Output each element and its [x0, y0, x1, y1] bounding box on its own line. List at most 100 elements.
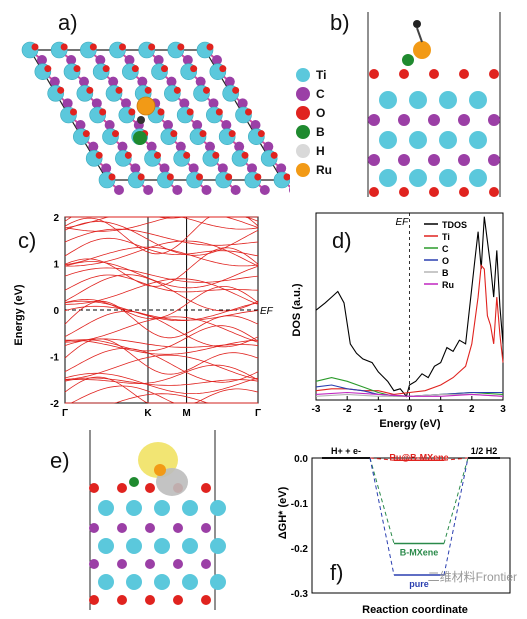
- band-line: [64, 274, 259, 293]
- x-tick-label: 1: [438, 404, 444, 415]
- oxygen-atom: [31, 43, 39, 51]
- atom-c: [398, 154, 410, 166]
- carbon-atom: [95, 55, 106, 65]
- boron-atom: [129, 477, 139, 487]
- band-line: [64, 221, 259, 256]
- atom-c: [201, 559, 211, 569]
- carbon-atom: [259, 185, 270, 195]
- oxygen-atom: [283, 173, 290, 181]
- atom-o: [201, 595, 211, 605]
- band-line: [64, 348, 259, 383]
- carbon-atom: [49, 76, 60, 87]
- band-line: [64, 216, 259, 232]
- oxygen-atom: [173, 86, 181, 94]
- carbon-atom: [212, 55, 222, 65]
- fermi-label: EF: [396, 217, 410, 228]
- carbon-atom: [37, 55, 47, 65]
- connector: [443, 457, 469, 544]
- carbon-atom: [88, 141, 99, 152]
- carbon-atom: [179, 98, 190, 109]
- legend-label: O: [442, 256, 449, 266]
- dos-chart: DOS (a.u.) Energy (eV) EF -3 -2 -1 0 1 2 3 TDOS T…: [291, 212, 506, 430]
- carbon-atom: [143, 185, 154, 195]
- carbon-atom: [166, 76, 177, 87]
- legend-label: C: [442, 244, 449, 254]
- band-line: [65, 364, 259, 385]
- atom-ti: [409, 91, 427, 109]
- oxygen-atom: [206, 43, 214, 51]
- x-tick-label: M: [182, 408, 190, 419]
- free-energy-chart: ΔGH* (eV) Reaction coordinate 0.0 -0.1 -0.…: [277, 446, 511, 616]
- atom-ti: [379, 91, 397, 109]
- atom-c: [398, 114, 410, 126]
- atom-ti: [439, 131, 457, 149]
- atom-o: [145, 483, 155, 493]
- ruthenium-atom: [154, 464, 166, 476]
- oxygen-atom: [70, 108, 77, 116]
- atom-o: [145, 595, 155, 605]
- oxygen-atom: [82, 130, 90, 138]
- band-line: [64, 325, 259, 352]
- atom-o: [89, 595, 99, 605]
- atom-c: [173, 523, 183, 533]
- dos-series-ti: [315, 264, 504, 395]
- oxygen-atom: [124, 151, 132, 159]
- oxygen-atom: [131, 65, 139, 73]
- dos-series-ru: [315, 391, 504, 397]
- atom-o: [399, 69, 409, 79]
- x-tick-label: Γ: [62, 408, 68, 419]
- oxygen-atom: [161, 65, 168, 73]
- atom-c: [89, 559, 99, 569]
- legend-swatch: [296, 87, 310, 101]
- fermi-label: EF: [260, 306, 274, 317]
- legend-swatch: [296, 68, 310, 82]
- atom-ti: [469, 91, 487, 109]
- ruthenium-atom: [413, 41, 431, 59]
- carbon-atom: [130, 163, 141, 174]
- carbon-atom: [75, 120, 86, 130]
- oxygen-atom: [257, 130, 265, 138]
- legend-item-c: C: [296, 87, 325, 101]
- band-line: [65, 240, 259, 267]
- legend-label: TDOS: [442, 220, 467, 230]
- atom-c: [201, 523, 211, 533]
- x-tick-label: -1: [374, 404, 383, 415]
- state-label: 1/2 H2: [471, 446, 498, 456]
- legend-item-ti: Ti: [296, 68, 326, 82]
- atom-c: [488, 154, 500, 166]
- carbon-atom: [146, 141, 157, 152]
- oxygen-atom: [137, 173, 145, 181]
- carbon-atom: [195, 76, 206, 87]
- band-line: [65, 393, 258, 404]
- legend-item-o: O: [296, 106, 325, 120]
- carbon-atom: [188, 163, 199, 174]
- y-tick-label: -0.2: [291, 544, 309, 555]
- oxygen-atom: [89, 43, 97, 51]
- oxygen-atom: [254, 173, 262, 181]
- atom-c: [117, 559, 127, 569]
- atom-ti: [98, 538, 114, 554]
- atom-c: [428, 154, 440, 166]
- oxygen-atom: [245, 108, 252, 116]
- connector: [369, 457, 395, 576]
- atom-c: [458, 154, 470, 166]
- legend-label: Ti: [316, 68, 327, 82]
- carbon-atom: [276, 163, 287, 174]
- legend-label: Ti: [442, 232, 450, 242]
- oxygen-atom: [196, 173, 203, 181]
- oxygen-atom: [128, 108, 136, 116]
- oxygen-atom: [199, 130, 207, 138]
- oxygen-atom: [60, 43, 68, 51]
- carbon-atom: [208, 98, 219, 109]
- connector: [443, 457, 469, 576]
- band-line: [64, 261, 259, 289]
- band-line: [64, 310, 259, 348]
- atom-o: [429, 69, 439, 79]
- oxygen-atom: [190, 65, 198, 73]
- top-view-structure: [21, 41, 290, 195]
- atom-o: [117, 483, 127, 493]
- band-structure-chart: Energy (eV) EF -2 -1 0 1 2 Γ K M Γ: [13, 213, 274, 419]
- legend-label: B: [442, 268, 449, 278]
- carbon-atom: [217, 163, 228, 174]
- carbon-atom: [224, 76, 235, 87]
